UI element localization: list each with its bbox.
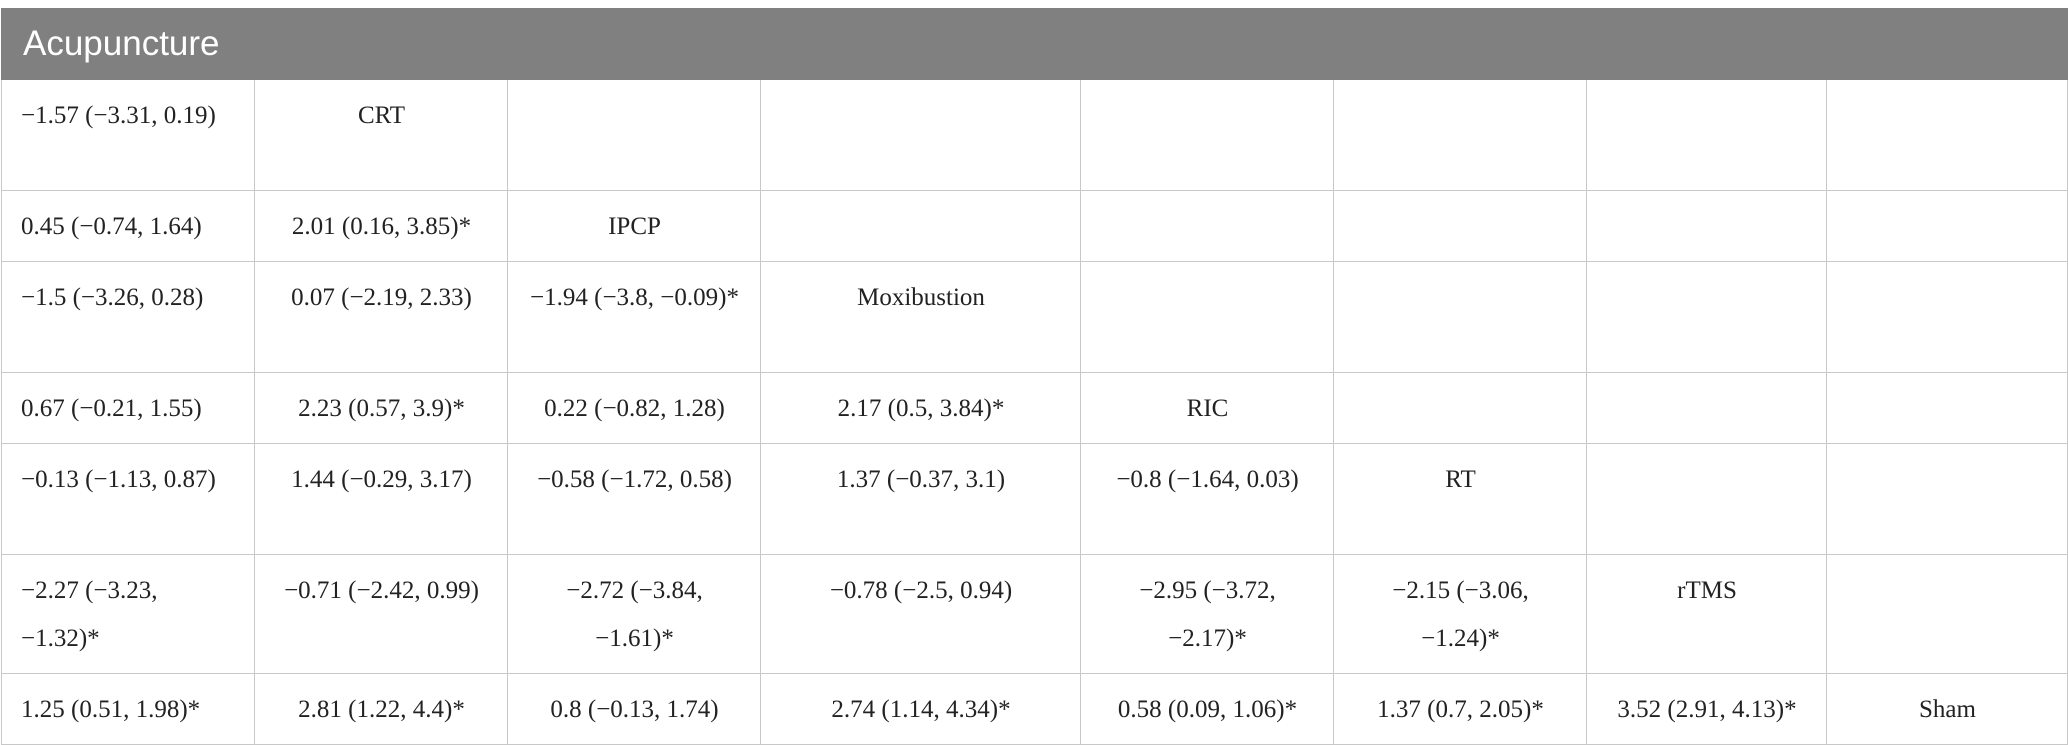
- comparison-cell: 2.23 (0.57, 3.9)*: [254, 372, 508, 444]
- treatment-label-cell: rTMS: [1586, 554, 1827, 674]
- comparison-cell: −0.71 (−2.42, 0.99): [254, 554, 508, 674]
- table-row: −2.27 (−3.23, −1.32)* −0.71 (−2.42, 0.99)…: [1, 554, 2068, 674]
- comparison-cell: 1.25 (0.51, 1.98)*: [1, 673, 255, 745]
- empty-cell: [1825, 190, 2068, 262]
- empty-cell: [1333, 261, 1587, 373]
- comparison-cell: 0.22 (−0.82, 1.28): [507, 372, 761, 444]
- comparison-cell: 1.37 (−0.37, 3.1): [760, 443, 1081, 555]
- empty-cell: [760, 190, 1081, 262]
- comparison-cell: −0.13 (−1.13, 0.87): [1, 443, 255, 555]
- comparison-cell: 0.8 (−0.13, 1.74): [507, 673, 761, 745]
- league-table: Acupuncture −1.57 (−3.31, 0.19) CRT 0.45 (…: [0, 8, 2068, 745]
- empty-cell: [1825, 443, 2068, 555]
- comparison-cell: −0.8 (−1.64, 0.03): [1080, 443, 1334, 555]
- comparison-cell: −0.58 (−1.72, 0.58): [507, 443, 761, 555]
- empty-cell: [1333, 372, 1587, 444]
- comparison-cell: 0.67 (−0.21, 1.55): [1, 372, 255, 444]
- comparison-cell: −2.72 (−3.84, −1.61)*: [507, 554, 761, 674]
- comparison-cell: 3.52 (2.91, 4.13)*: [1586, 673, 1827, 745]
- table-row: −1.5 (−3.26, 0.28) 0.07 (−2.19, 2.33) −1.9…: [1, 261, 2068, 373]
- table-title: Acupuncture: [0, 8, 2068, 80]
- comparison-cell: 0.07 (−2.19, 2.33): [254, 261, 508, 373]
- comparison-cell: 0.58 (0.09, 1.06)*: [1080, 673, 1334, 745]
- comparison-cell: −1.94 (−3.8, −0.09)*: [507, 261, 761, 373]
- comparison-cell: 1.37 (0.7, 2.05)*: [1333, 673, 1587, 745]
- table-row: −1.57 (−3.31, 0.19) CRT: [1, 79, 2068, 191]
- comparison-cell: 2.17 (0.5, 3.84)*: [760, 372, 1081, 444]
- table-row: 0.67 (−0.21, 1.55) 2.23 (0.57, 3.9)* 0.22 …: [1, 372, 2068, 444]
- empty-cell: [1825, 372, 2068, 444]
- comparison-cell: −1.5 (−3.26, 0.28): [1, 261, 255, 373]
- table-row: 0.45 (−0.74, 1.64) 2.01 (0.16, 3.85)* IPCP: [1, 190, 2068, 262]
- comparison-cell: −2.15 (−3.06, −1.24)*: [1333, 554, 1587, 674]
- empty-cell: [1333, 79, 1587, 191]
- treatment-label-cell: IPCP: [507, 190, 761, 262]
- empty-cell: [1333, 190, 1587, 262]
- table-header-row: Acupuncture: [0, 8, 2068, 80]
- empty-cell: [1586, 190, 1827, 262]
- empty-cell: [760, 79, 1081, 191]
- empty-cell: [1825, 554, 2068, 674]
- empty-cell: [1080, 261, 1334, 373]
- empty-cell: [1586, 372, 1827, 444]
- empty-cell: [1586, 443, 1827, 555]
- empty-cell: [1825, 79, 2068, 191]
- comparison-cell: 2.81 (1.22, 4.4)*: [254, 673, 508, 745]
- treatment-label-cell: RT: [1333, 443, 1587, 555]
- empty-cell: [1586, 79, 1827, 191]
- empty-cell: [1586, 261, 1827, 373]
- comparison-cell: 2.74 (1.14, 4.34)*: [760, 673, 1081, 745]
- empty-cell: [1080, 190, 1334, 262]
- comparison-cell: 0.45 (−0.74, 1.64): [1, 190, 255, 262]
- empty-cell: [1080, 79, 1334, 191]
- treatment-label-cell: Moxibustion: [760, 261, 1081, 373]
- comparison-cell: −2.27 (−3.23, −1.32)*: [1, 554, 255, 674]
- empty-cell: [1825, 261, 2068, 373]
- comparison-cell: −0.78 (−2.5, 0.94): [760, 554, 1081, 674]
- empty-cell: [507, 79, 761, 191]
- comparison-cell: 2.01 (0.16, 3.85)*: [254, 190, 508, 262]
- comparison-cell: −2.95 (−3.72, −2.17)*: [1080, 554, 1334, 674]
- comparison-cell: 1.44 (−0.29, 3.17): [254, 443, 508, 555]
- comparison-cell: −1.57 (−3.31, 0.19): [1, 79, 255, 191]
- table-row: 1.25 (0.51, 1.98)* 2.81 (1.22, 4.4)* 0.8 (…: [1, 673, 2068, 745]
- table-row: −0.13 (−1.13, 0.87) 1.44 (−0.29, 3.17) −0.…: [1, 443, 2068, 555]
- treatment-label-cell: RIC: [1080, 372, 1334, 444]
- treatment-label-cell: CRT: [254, 79, 508, 191]
- treatment-label-cell: Sham: [1825, 673, 2068, 745]
